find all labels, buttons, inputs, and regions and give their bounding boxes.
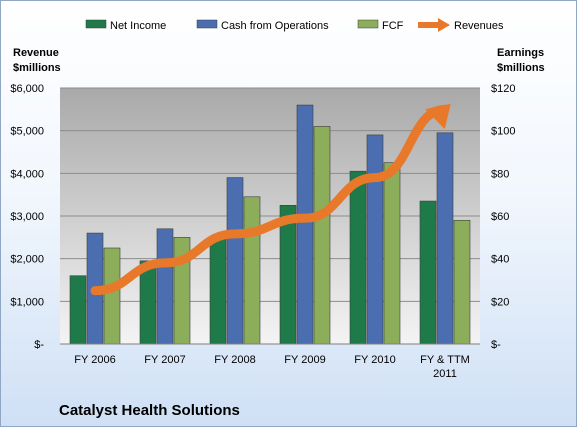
- revenue-arrow: [90, 103, 451, 296]
- x-tick-label: FY 2006: [74, 354, 115, 366]
- legend-swatch: [196, 19, 218, 29]
- bar-fcf: [383, 162, 401, 345]
- right-axis-title-line-1: Earnings: [497, 47, 544, 59]
- bar-net-income: [419, 200, 437, 345]
- bar-net-income: [279, 205, 297, 345]
- legend-label: Revenues: [454, 20, 504, 32]
- right-tick-label: $40: [491, 254, 509, 266]
- legend-swatch: [357, 19, 379, 29]
- x-tick-label: 2011: [433, 368, 457, 380]
- bar-cash-from-operations: [296, 104, 314, 345]
- x-tick-label: FY 2010: [354, 354, 395, 366]
- left-axis-title-line-2: $millions: [13, 62, 61, 74]
- left-axis-ticks: $- $1,000 $2,000 $3,000 $4,000 $5,000 $6,000: [10, 83, 44, 351]
- x-tick-label: FY & TTM: [420, 354, 470, 366]
- bar-fcf: [453, 219, 471, 345]
- gridlines: [60, 87, 480, 302]
- bar-net-income: [69, 275, 87, 345]
- chart-title: Catalyst Health Solutions: [59, 402, 240, 419]
- bar-net-income: [209, 237, 227, 345]
- right-tick-label: $-: [491, 339, 501, 351]
- left-tick-label: $3,000: [10, 211, 44, 223]
- bar-cash-from-operations: [436, 132, 454, 345]
- right-tick-label: $20: [491, 296, 509, 308]
- bar-cash-from-operations: [156, 228, 174, 345]
- bar-fcf: [243, 196, 261, 345]
- left-tick-label: $-: [34, 339, 44, 351]
- legend-label: Cash from Operations: [221, 20, 329, 32]
- x-tick-label: FY 2008: [214, 354, 255, 366]
- x-axis-ticks: FY 2006 FY 2007 FY 2008 FY 2009 FY 2010 FY & …: [74, 354, 470, 380]
- left-tick-label: $5,000: [10, 126, 44, 138]
- revenue-arrowhead: [425, 103, 451, 130]
- legend: Net Income Cash from Operations FCF Revenue…: [85, 18, 504, 32]
- left-tick-label: $2,000: [10, 254, 44, 266]
- right-tick-label: $60: [491, 211, 509, 223]
- legend-swatch: [85, 19, 107, 29]
- left-tick-label: $6,000: [10, 83, 44, 95]
- x-tick-label: FY 2007: [144, 354, 185, 366]
- left-tick-label: $4,000: [10, 168, 44, 180]
- x-tick-label: FY 2009: [284, 354, 325, 366]
- right-axis-ticks: $- $20 $40 $60 $80 $100 $120: [491, 83, 515, 351]
- bar-fcf: [313, 126, 331, 345]
- legend-swatch-arrowhead: [438, 18, 450, 32]
- right-tick-label: $120: [491, 83, 515, 95]
- revenue-line: [90, 104, 450, 296]
- bar-cash-from-operations: [366, 134, 384, 345]
- right-tick-label: $100: [491, 126, 515, 138]
- right-axis-title-line-2: $millions: [497, 62, 545, 74]
- left-tick-label: $1,000: [10, 296, 44, 308]
- left-axis-title-line-1: Revenue: [13, 47, 59, 59]
- bar-cash-from-operations: [226, 177, 244, 345]
- right-tick-label: $80: [491, 168, 509, 180]
- bar-net-income: [349, 170, 367, 345]
- bars: [69, 104, 471, 345]
- legend-label: FCF: [382, 20, 404, 32]
- legend-label: Net Income: [110, 20, 166, 32]
- bar-fcf: [103, 247, 121, 345]
